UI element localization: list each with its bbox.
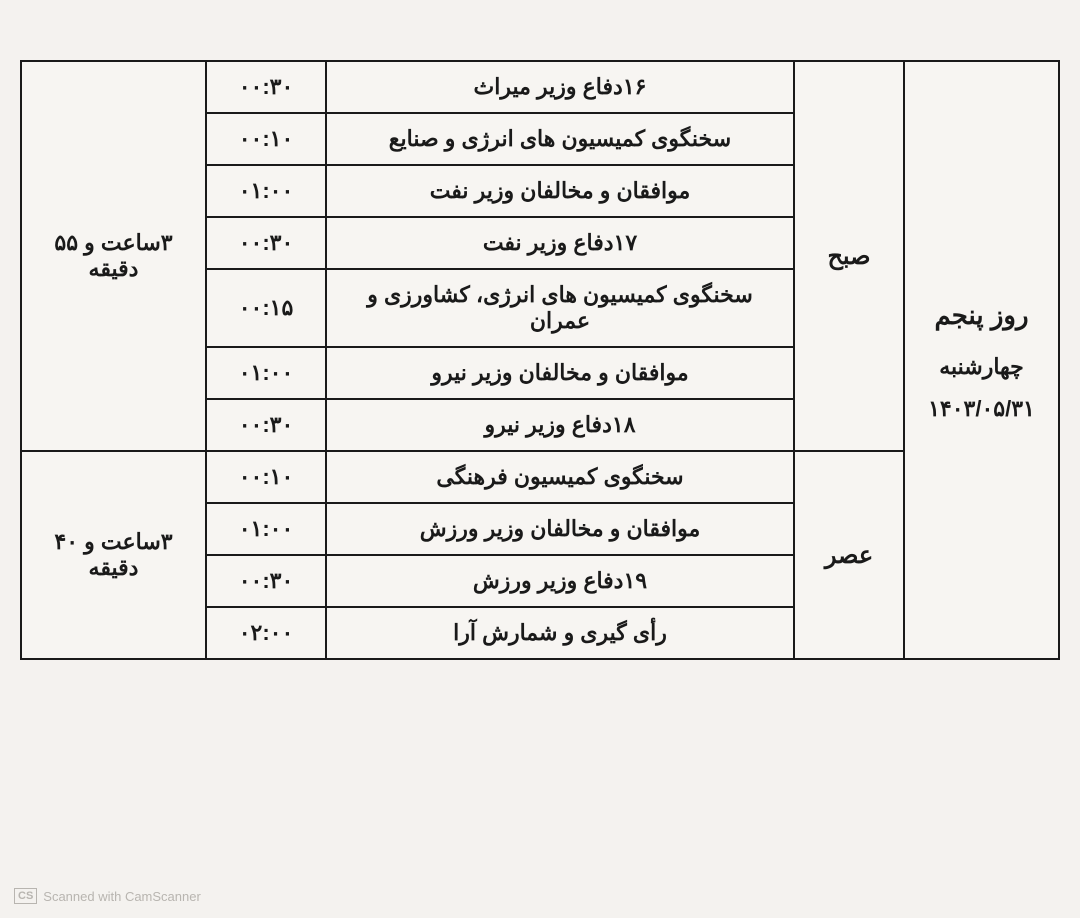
time-cell: ۰۱:۰۰: [206, 347, 326, 399]
time-cell: ۰۰:۱۰: [206, 451, 326, 503]
session-morning-label: صبح: [794, 61, 904, 451]
session-evening-label: عصر: [794, 451, 904, 659]
topic-cell: موافقان و مخالفان وزیر نیرو: [326, 347, 794, 399]
session-evening-total: ۳ساعت و ۴۰ دقیقه: [21, 451, 206, 659]
time-cell: ۰۲:۰۰: [206, 607, 326, 659]
topic-cell: سخنگوی کمیسیون فرهنگی: [326, 451, 794, 503]
scanner-watermark: CS Scanned with CamScanner: [14, 888, 201, 904]
schedule-table: روز پنجم چهارشنبه ۱۴۰۳/۰۵/۳۱ صبح ۱۶دفاع …: [20, 60, 1060, 660]
day-cell: روز پنجم چهارشنبه ۱۴۰۳/۰۵/۳۱: [904, 61, 1059, 659]
time-cell: ۰۰:۱۵: [206, 269, 326, 347]
time-cell: ۰۱:۰۰: [206, 503, 326, 555]
day-title: روز پنجم: [913, 291, 1050, 340]
topic-cell: سخنگوی کمیسیون های انرژی و صنایع: [326, 113, 794, 165]
topic-cell: ۱۹دفاع وزیر ورزش: [326, 555, 794, 607]
topic-cell: ۱۶دفاع وزیر میراث: [326, 61, 794, 113]
topic-cell: موافقان و مخالفان وزیر نفت: [326, 165, 794, 217]
day-weekday: چهارشنبه: [939, 354, 1024, 379]
topic-cell: رأی گیری و شمارش آرا: [326, 607, 794, 659]
table-row: عصر سخنگوی کمیسیون فرهنگی ۰۰:۱۰ ۳ساعت و …: [21, 451, 1059, 503]
topic-cell: سخنگوی کمیسیون های انرژی، کشاورزی و عمرا…: [326, 269, 794, 347]
session-morning-total: ۳ساعت و ۵۵ دقیقه: [21, 61, 206, 451]
time-cell: ۰۰:۳۰: [206, 61, 326, 113]
page-container: روز پنجم چهارشنبه ۱۴۰۳/۰۵/۳۱ صبح ۱۶دفاع …: [0, 0, 1080, 680]
table-row: روز پنجم چهارشنبه ۱۴۰۳/۰۵/۳۱ صبح ۱۶دفاع …: [21, 61, 1059, 113]
time-cell: ۰۰:۳۰: [206, 399, 326, 451]
day-date: ۱۴۰۳/۰۵/۳۱: [928, 396, 1035, 421]
topic-cell: موافقان و مخالفان وزیر ورزش: [326, 503, 794, 555]
time-cell: ۰۰:۱۰: [206, 113, 326, 165]
time-cell: ۰۰:۳۰: [206, 555, 326, 607]
topic-cell: ۱۸دفاع وزیر نیرو: [326, 399, 794, 451]
scanner-text: Scanned with CamScanner: [43, 889, 201, 904]
scanner-badge: CS: [14, 888, 37, 904]
time-cell: ۰۱:۰۰: [206, 165, 326, 217]
topic-cell: ۱۷دفاع وزیر نفت: [326, 217, 794, 269]
time-cell: ۰۰:۳۰: [206, 217, 326, 269]
